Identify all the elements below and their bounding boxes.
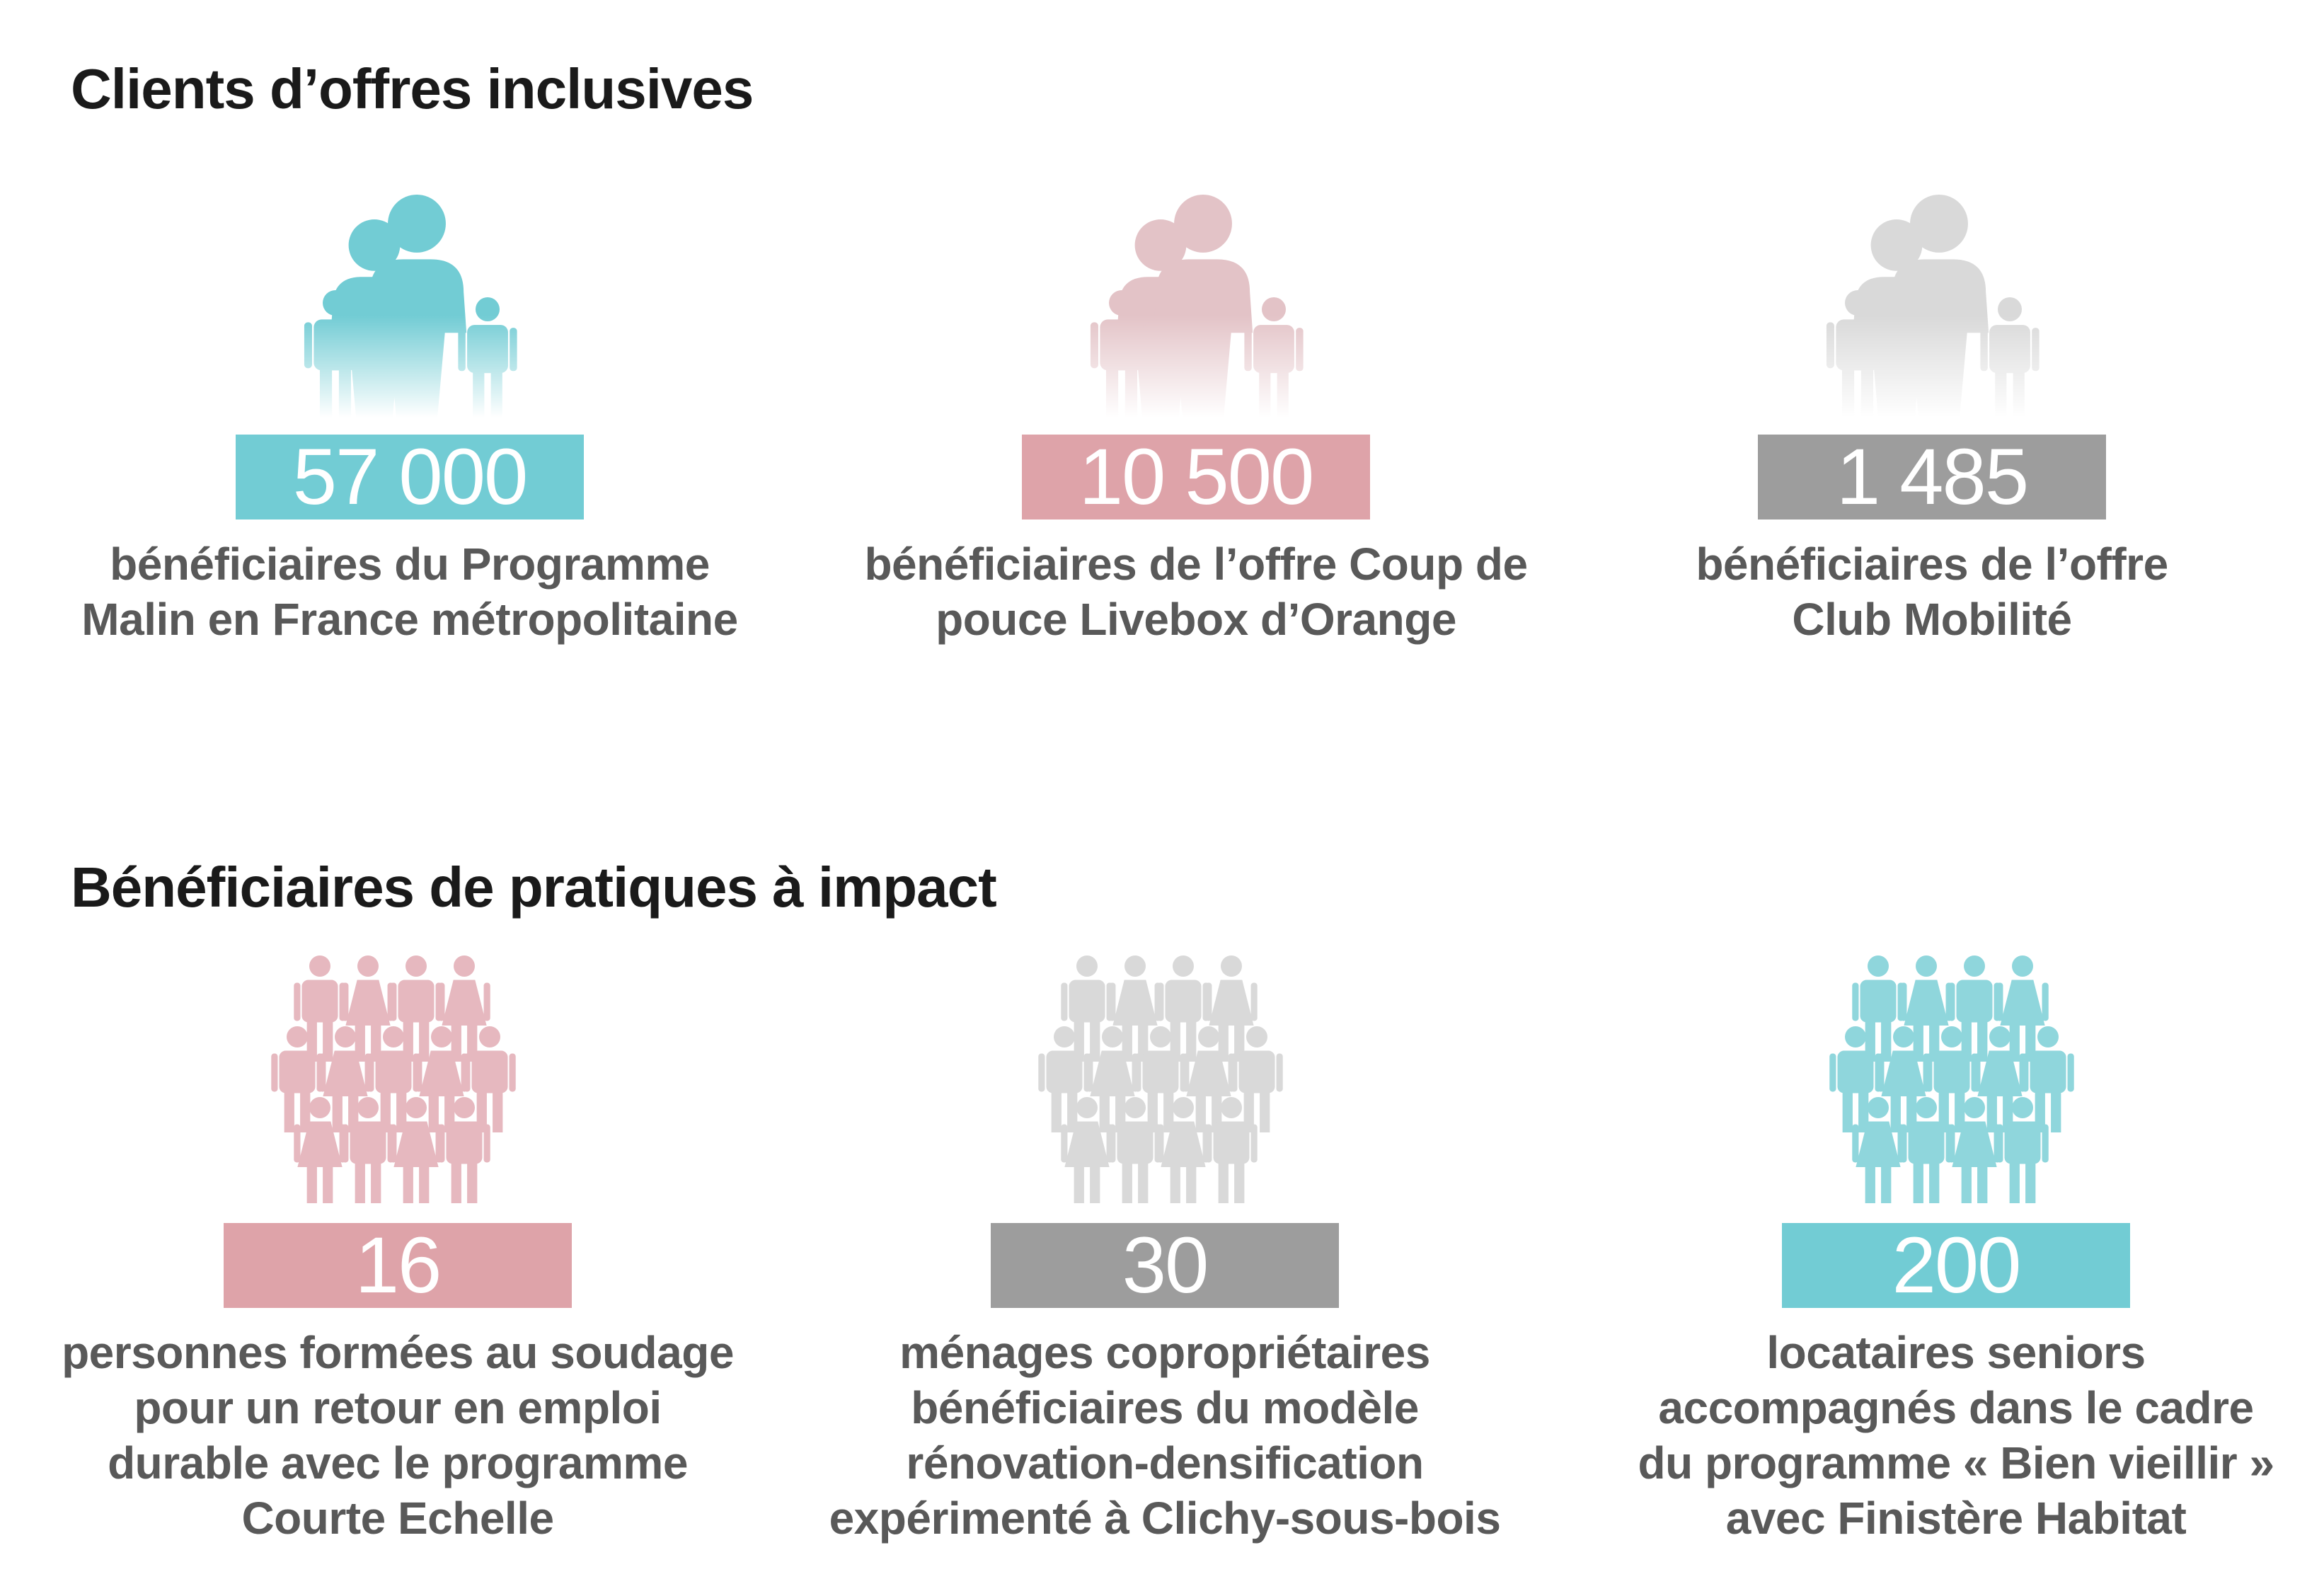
stat-caption: personnes formées au soudage pour un ret… [62,1327,734,1544]
stat-caption: bénéficiaires du Programme Malin en Fran… [81,539,738,645]
crowd-icon [271,955,516,1203]
stat-caption: bénéficiaires de l’offre Club Mobilité [1696,539,2168,645]
stat-programme-malin: 57 000 bénéficiaires du Programme Malin … [56,191,764,647]
stat-coup-de-pouce-livebox: 10 500 bénéficiaires de l’offre Coup de … [842,191,1550,647]
stat-value-badge: 57 000 [236,435,584,519]
stat-value-badge: 200 [1782,1223,2130,1308]
stat-clichy-sous-bois: 30 ménages copropriétaires bénéficiaires… [811,955,1519,1546]
section-title-impact-practices: Bénéficiaires de pratiques à impact [71,856,997,919]
section-title-inclusive-offers: Clients d’offres inclusives [71,57,754,120]
stat-value-badge: 16 [224,1223,572,1308]
stat-value-badge: 30 [991,1223,1339,1308]
stat-caption: bénéficiaires de l’offre Coup de pouce L… [864,539,1528,645]
stat-bien-vieillir: 200 locataires seniors accompagnés dans … [1602,955,2310,1546]
stat-courte-echelle: 16 personnes formées au soudage pour un … [44,955,752,1546]
crowd-icon [1829,955,2074,1203]
stat-caption: locataires seniors accompagnés dans le c… [1638,1327,2274,1544]
family-icon [1090,195,1304,418]
family-icon [304,195,517,418]
stat-value-badge: 10 500 [1022,435,1370,519]
stat-caption: ménages copropriétaires bénéficiaires du… [829,1327,1501,1544]
crowd-icon [1038,955,1283,1203]
family-icon [1826,195,2040,418]
stat-club-mobilite: 1 485 bénéficiaires de l’offre Club Mobi… [1578,191,2286,647]
stat-value-badge: 1 485 [1758,435,2106,519]
